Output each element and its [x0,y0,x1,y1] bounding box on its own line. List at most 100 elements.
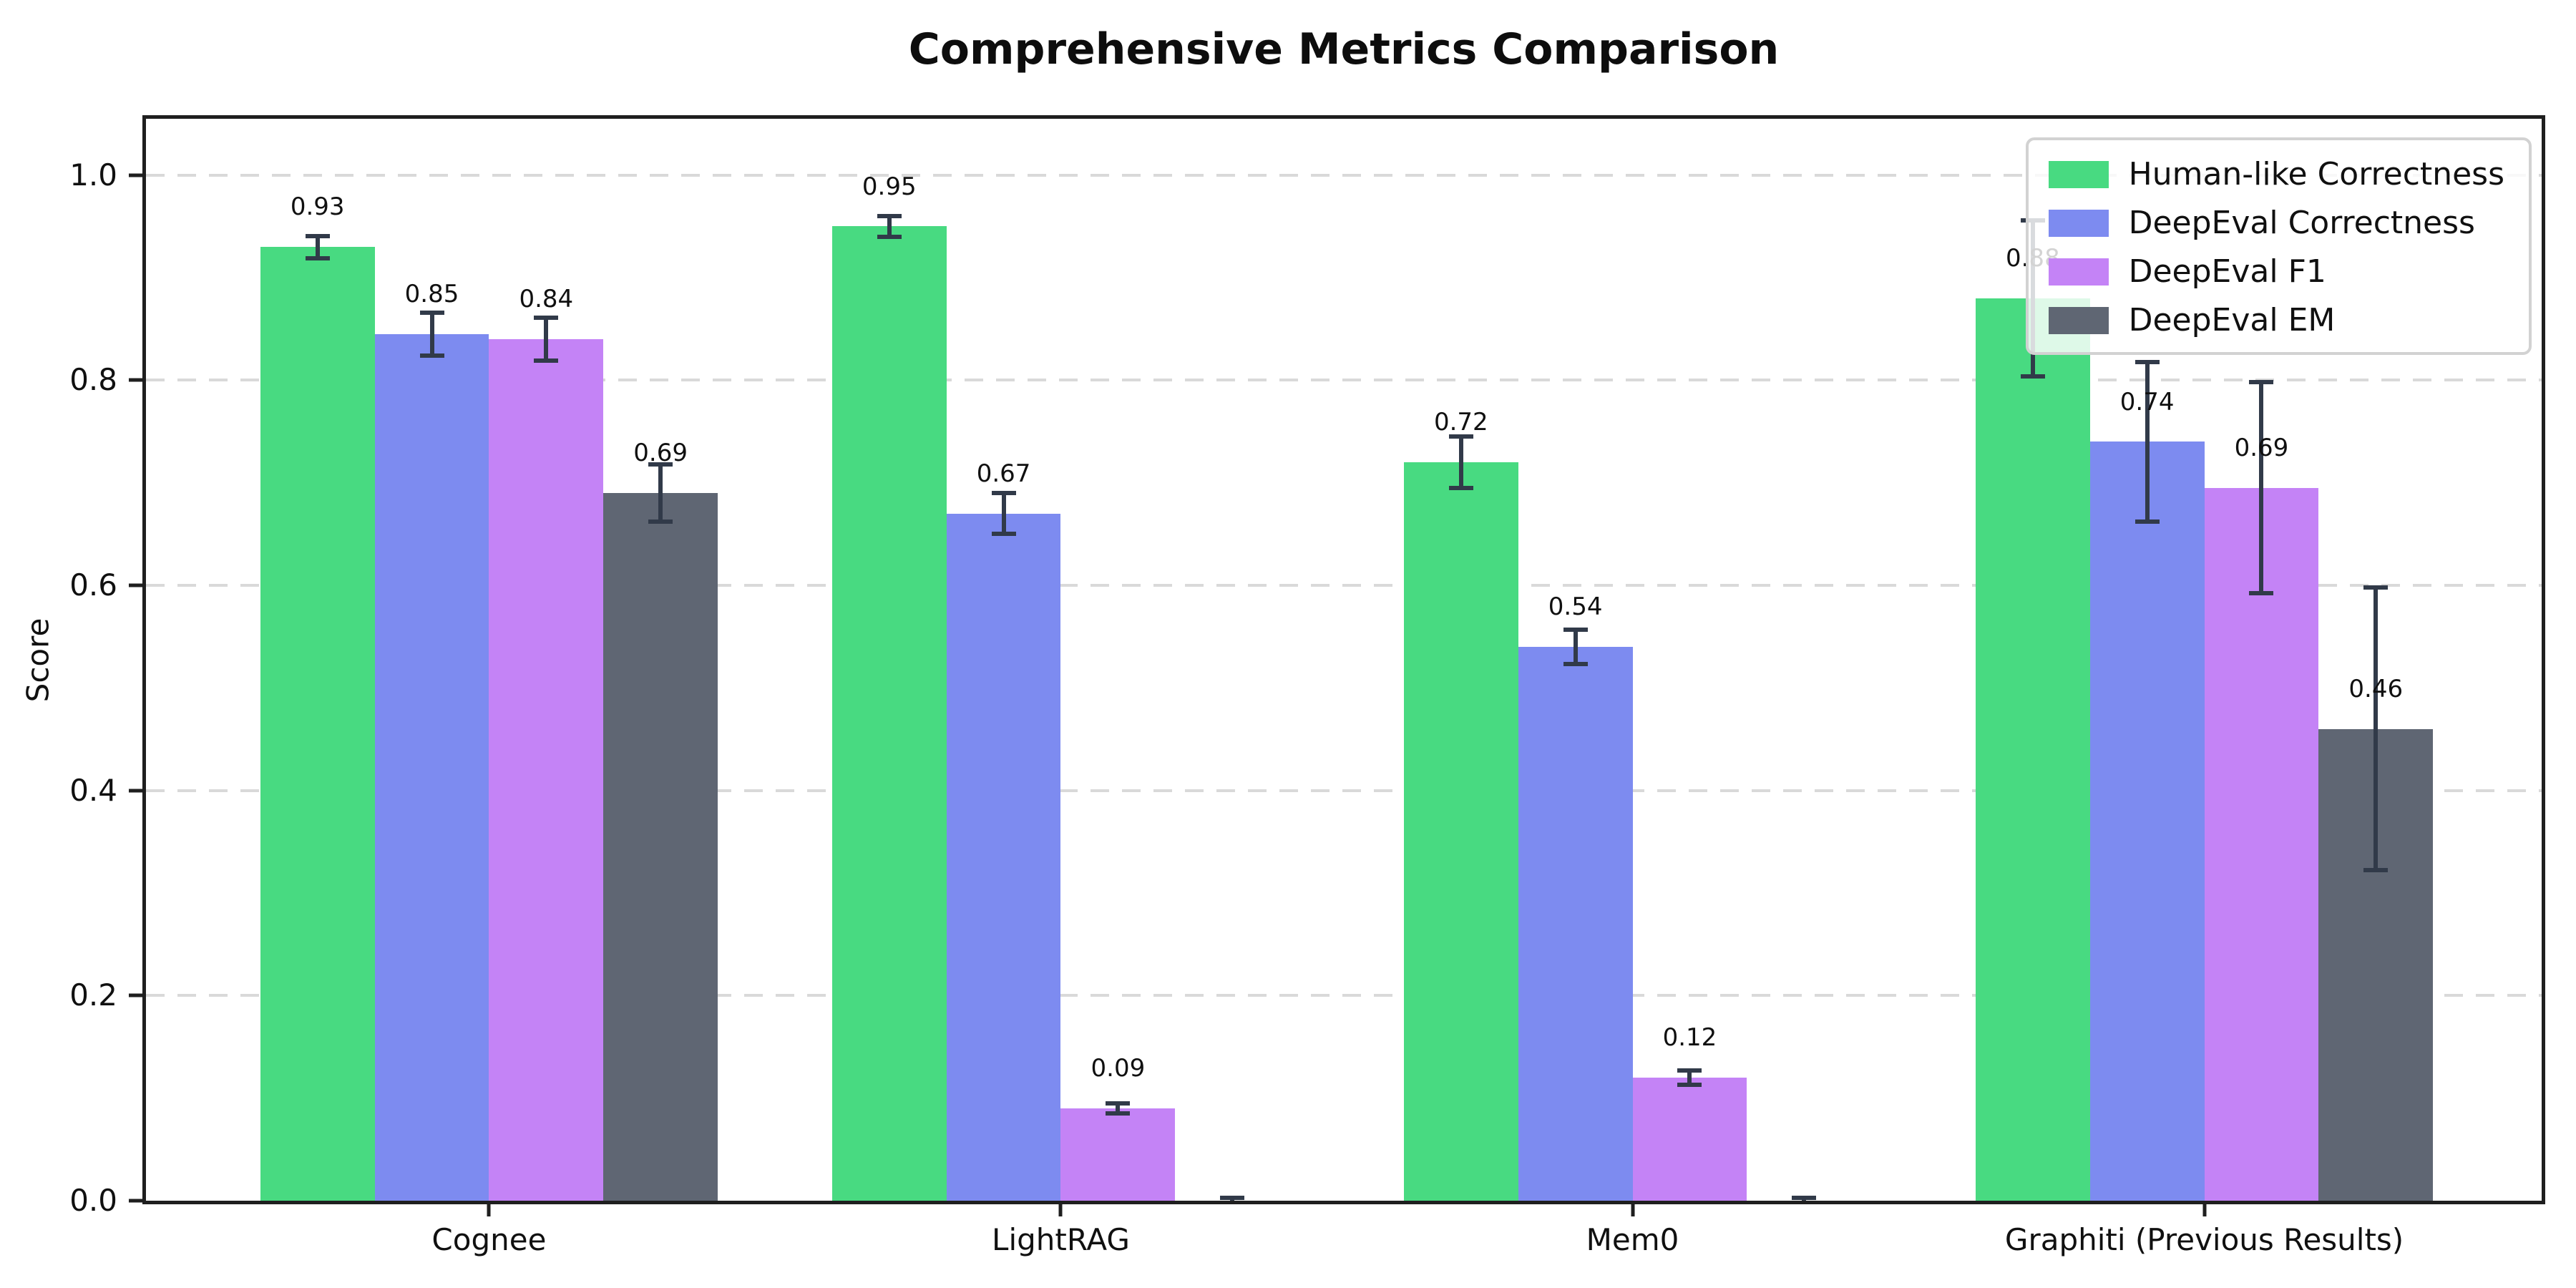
bar-value-label: 0.72 [1433,408,1488,437]
error-bar-cap [1220,1195,1245,1200]
error-bar [991,491,1016,537]
error-bar-stem [1116,1101,1121,1116]
error-bar-cap [648,462,673,467]
y-axis-tick [129,173,146,177]
error-bar-cap [1448,485,1473,490]
error-bar-cap [1106,1101,1131,1106]
legend-label: DeepEval Correctness [2128,205,2475,241]
y-axis-tick [129,378,146,382]
y-axis-tick-label: 0.6 [69,567,117,603]
error-bar-cap [305,233,330,238]
error-bar-stem [544,316,549,364]
error-bar-cap [1563,662,1588,667]
error-bar [877,214,902,239]
y-axis-tick [129,1199,146,1203]
error-bar-cap [419,353,444,358]
bar-value-label: 0.54 [1548,592,1603,622]
error-bar-cap [991,532,1016,537]
error-bar-cap [1563,627,1588,632]
error-bar [1792,1195,1817,1201]
y-axis-tick [129,789,146,793]
error-bar-stem [1573,627,1578,667]
bar [2204,487,2319,1201]
bar-value-label: 0.74 [2119,387,2175,416]
y-axis-tick-label: 0.0 [69,1183,117,1218]
bar [1403,462,1518,1201]
bar [489,339,604,1201]
bar [2089,441,2205,1201]
bar [1060,1108,1176,1201]
error-bar-cap [534,316,559,321]
x-axis-category-label: Cognee [431,1222,547,1257]
error-bar [1220,1195,1245,1201]
gridline [146,584,2542,587]
error-bar-stem [1001,491,1006,537]
bar [374,333,489,1201]
x-axis-category-label: Mem0 [1586,1222,1679,1257]
error-bar-cap [991,491,1016,496]
legend-label: Human-like Correctness [2128,156,2504,192]
bar-value-label: 0.09 [1091,1054,1146,1083]
y-axis-tick-label: 0.2 [69,977,117,1013]
error-bar [2249,380,2274,596]
bar [946,513,1061,1201]
error-bar [534,316,559,364]
error-bar-cap [1106,1111,1131,1116]
error-bar-stem [658,462,663,525]
plot-area: Human-like Correctness DeepEval Correctne… [69,115,2545,1255]
error-bar-stem [429,311,434,358]
error-bar-stem [315,233,320,260]
error-bar [419,311,444,358]
x-axis-category-label: LightRAG [992,1222,1130,1257]
x-axis-tick [487,1201,491,1216]
y-axis-label-wrap: Score [6,115,70,1204]
error-bar [648,462,673,525]
error-bar [305,233,330,260]
y-axis-tick [129,583,146,587]
error-bar-cap [877,214,902,219]
error-bar-stem [1458,434,1463,490]
bar-value-label: 0.95 [862,172,917,201]
gridline [146,994,2542,997]
error-bar-stem [1687,1068,1692,1087]
legend-entry: DeepEval F1 [2048,256,2504,288]
error-bar-stem [2259,380,2264,596]
gridline [146,379,2542,382]
error-bar-cap [2020,374,2045,379]
bar-value-label: 0.46 [2348,674,2404,703]
legend-swatch [2048,307,2109,334]
y-axis-tick-label: 0.4 [69,772,117,808]
legend-entry: Human-like Correctness [2048,156,2504,192]
error-bar-stem [2145,359,2150,525]
x-axis-category-label: Graphiti (Previous Results) [2004,1222,2404,1257]
bar [1518,647,1633,1201]
error-bar-cap [877,234,902,239]
error-bar [1448,434,1473,490]
bar-value-label: 0.93 [290,192,345,222]
error-bar-cap [305,255,330,260]
bar [1632,1078,1747,1201]
x-axis-tick [2202,1201,2207,1216]
legend-swatch [2048,258,2109,286]
bar-value-label: 0.12 [1662,1023,1717,1053]
legend: Human-like Correctness DeepEval Correctne… [2025,137,2532,355]
x-axis-tick [1058,1201,1063,1216]
legend-swatch [2048,210,2109,237]
bar-value-label: 0.85 [404,280,459,309]
y-axis-label: Score [20,618,56,702]
y-axis-tick-label: 1.0 [69,157,117,192]
gridline [146,789,2542,792]
bar-value-label: 0.84 [519,285,574,314]
error-bar [2135,359,2160,525]
error-bar-cap [2249,591,2274,596]
bar [260,247,375,1201]
legend-label: DeepEval EM [2128,302,2336,338]
x-axis-tick [1631,1201,1635,1216]
error-bar [2363,585,2389,873]
y-axis-tick-label: 0.8 [69,362,117,398]
error-bar-cap [2249,380,2274,385]
error-bar-cap [1792,1195,1817,1200]
error-bar [1106,1101,1131,1116]
error-bar-stem [887,214,892,239]
bar-value-label: 0.69 [2234,434,2289,463]
